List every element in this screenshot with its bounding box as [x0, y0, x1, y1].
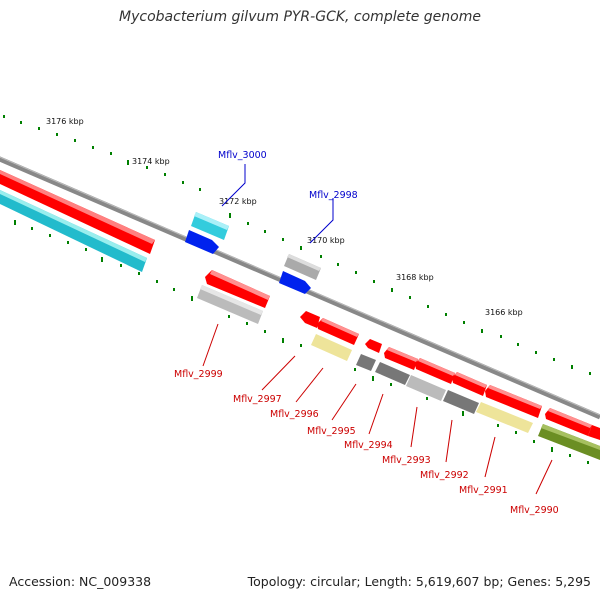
feature-darkgray-2994: [375, 362, 410, 385]
feature-olive-2990: [538, 424, 600, 460]
inner-scale-ticks: [14, 220, 589, 464]
gene-label-mflv-2996: Mflv_2996: [270, 409, 319, 420]
gene-label-mflv-2994: Mflv_2994: [344, 440, 393, 451]
forward-gene-labels: Mflv_3000 Mflv_2998: [218, 150, 358, 201]
scale-label-3170: 3170 kbp: [307, 236, 345, 245]
feature-red-2995: [365, 339, 382, 353]
gene-label-mflv-2992: Mflv_2992: [420, 470, 469, 481]
feature-red-2991: [485, 385, 542, 418]
scale-label-3166: 3166 kbp: [485, 308, 523, 317]
gene-label-mflv-2990: Mflv_2990: [510, 505, 559, 516]
feature-red-2997: [300, 311, 320, 328]
feature-gray-2998: [284, 254, 321, 280]
scale-label-3176: 3176 kbp: [46, 117, 84, 126]
gene-label-mflv-2995: Mflv_2995: [307, 426, 356, 437]
feature-gray-2993: [406, 375, 446, 401]
accession-label: Accession: NC_009338: [9, 574, 152, 589]
gene-label-mflv-3000: Mflv_3000: [218, 150, 267, 161]
feature-red-2996: [317, 318, 359, 345]
feature-red-2993: [415, 358, 455, 384]
reverse-gene-labels: Mflv_2999 Mflv_2997 Mflv_2996 Mflv_2995 …: [174, 369, 559, 516]
feature-red-2990-b: [588, 425, 600, 440]
feature-darkgray-2995: [356, 354, 376, 371]
gene-label-mflv-2999: Mflv_2999: [174, 369, 223, 380]
rrna-left-large: [0, 190, 147, 272]
scale-label-3174: 3174 kbp: [132, 157, 170, 166]
reverse-leader-lines: [202, 323, 553, 495]
feature-red-2994: [384, 347, 418, 370]
feature-gray-2999: [197, 285, 263, 324]
feature-yellow-2991: [476, 402, 533, 433]
genome-summary: Topology: circular; Length: 5,619,607 bp…: [247, 574, 591, 589]
feature-blue-3000: [185, 230, 219, 254]
feature-red-2990-a: [545, 408, 592, 436]
outer-scale-ticks: [3, 115, 591, 375]
gene-label-mflv-2997: Mflv_2997: [233, 394, 282, 405]
cds-left-large: [0, 170, 155, 254]
feature-blue-2998: [279, 271, 311, 294]
gene-label-mflv-2993: Mflv_2993: [382, 455, 431, 466]
gene-label-mflv-2991: Mflv_2991: [459, 485, 508, 496]
feature-yellow-2996: [311, 334, 352, 361]
scale-label-3172: 3172 kbp: [219, 197, 257, 206]
feature-cyan-3000: [191, 212, 229, 240]
scale-labels: 3176 kbp 3174 kbp 3172 kbp 3170 kbp 3168…: [46, 117, 523, 317]
map-title: Mycobacterium gilvum PYR-GCK, complete g…: [119, 9, 481, 25]
feature-red-2999: [205, 270, 270, 308]
gene-label-mflv-2998: Mflv_2998: [309, 190, 358, 201]
feature-darkgray-2992: [443, 390, 479, 414]
feature-red-2992: [452, 372, 487, 396]
scale-label-3168: 3168 kbp: [396, 273, 434, 282]
forward-leader-lines: [221, 164, 334, 244]
